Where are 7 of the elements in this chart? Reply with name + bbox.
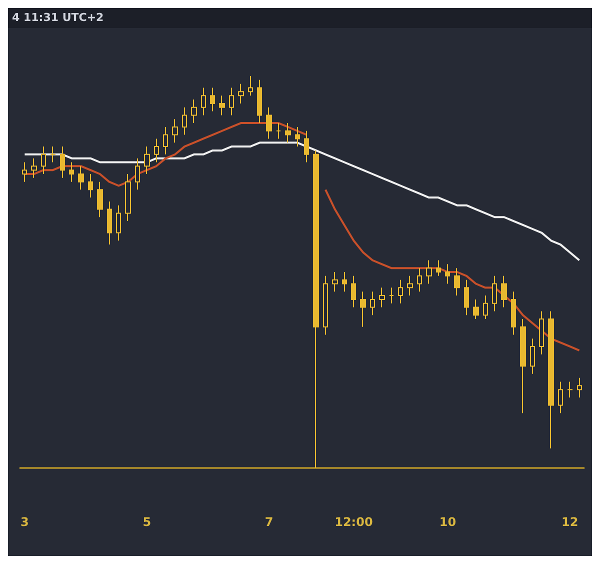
x-tick-label: 12 xyxy=(562,515,578,529)
text: 4 11:31 UTC+2 xyxy=(12,11,104,24)
x-tick-label: 3 xyxy=(20,515,29,529)
x-tick-label: 7 xyxy=(264,515,274,529)
x-tick-label: 5 xyxy=(142,515,152,529)
x-tick-label: 12:00 xyxy=(334,515,373,529)
x-tick-label: 10 xyxy=(439,515,456,529)
